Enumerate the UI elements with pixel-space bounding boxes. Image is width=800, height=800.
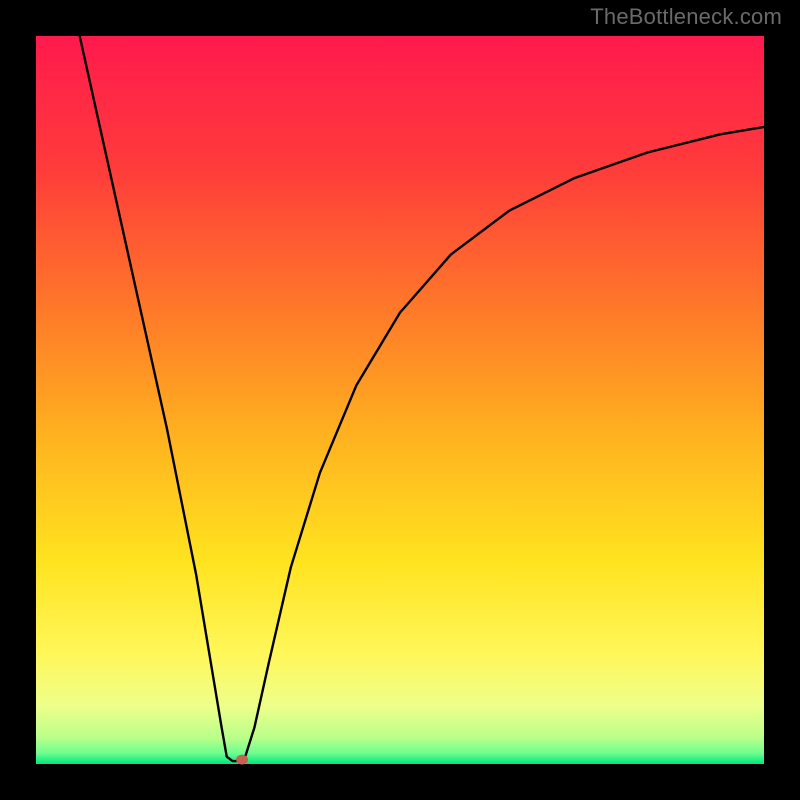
plot-background [36,36,764,764]
watermark-text: TheBottleneck.com [590,4,782,30]
chart-container: TheBottleneck.com [0,0,800,800]
chart-svg [0,0,800,800]
vertex-marker [236,755,248,765]
